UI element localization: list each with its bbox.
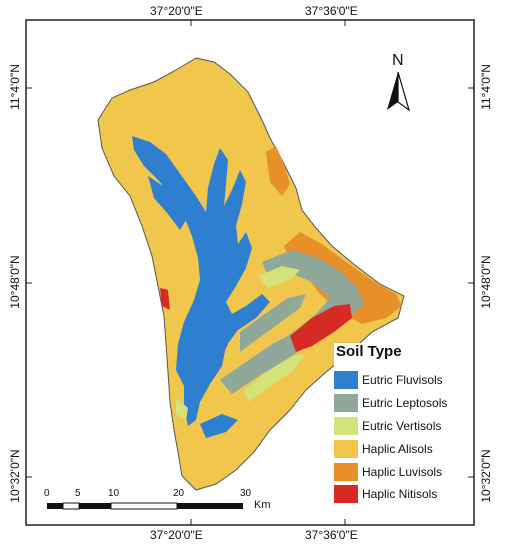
legend-item: Haplic Alisols [334,438,466,460]
coord-top-2: 37°36'0"E [305,4,358,18]
legend-swatch [334,440,358,458]
legend-item: Haplic Nitisols [334,483,466,505]
soil-eutric-vertisols-2 [258,266,300,288]
legend-item: Haplic Luvisols [334,461,466,483]
coord-right-2: 10°48'0"N [479,255,493,309]
coord-left-3: 10°32'0"N [8,449,22,503]
soil-eutric-fluvisols-west [148,176,186,230]
soil-haplic-nitisols-west [160,288,170,310]
coord-right-1: 11°4'0"N [479,64,493,110]
legend-swatch [334,485,358,503]
soil-eutric-fluvisols-south [200,414,238,438]
coord-bottom-2: 37°36'0"E [305,528,358,542]
legend-item: Eutric Fluvisols [334,369,466,391]
scale-tick: 5 [75,488,81,499]
legend-item: Eutric Leptosols [334,392,466,414]
soil-haplic-nitisols-east [290,304,352,352]
legend: Soil Type Eutric Fluvisols Eutric Leptos… [334,343,466,503]
legend-swatch [334,371,358,389]
legend-swatch [334,394,358,412]
scale-bar-segments [47,502,243,510]
legend-label: Eutric Leptosols [362,396,448,410]
scale-tick: 30 [240,488,252,499]
north-arrow-icon [387,71,411,112]
coord-left-1: 11°4'0"N [8,64,22,110]
scale-tick: 20 [173,488,185,499]
scale-tick: 10 [108,488,120,499]
coord-top-1: 37°20'0"E [150,4,203,18]
legend-label: Haplic Nitisols [362,487,438,501]
legend-label: Haplic Luvisols [362,465,443,479]
legend-title: Soil Type [336,343,402,360]
soil-haplic-luvisols-north [266,146,290,196]
coord-right-3: 10°32'0"N [479,449,493,503]
north-label: N [392,52,404,69]
soil-eutric-vertisols [244,354,306,402]
soil-eutric-fluvisols [132,136,270,426]
legend-label: Eutric Fluvisols [362,373,443,387]
soil-eutric-vertisols-3 [176,398,188,420]
soil-eutric-leptosols-2 [240,294,306,352]
legend-label: Eutric Vertisols [362,419,442,433]
legend-item: Eutric Vertisols [334,415,466,437]
scale-bar: 0 5 10 20 30 Km [38,488,271,518]
scale-tick: 0 [44,488,50,499]
coord-bottom-1: 37°20'0"E [150,528,203,542]
coord-left-2: 10°48'0"N [8,255,22,309]
scale-unit: Km [254,499,271,511]
legend-swatch [334,417,358,435]
legend-label: Haplic Alisols [362,442,433,456]
soil-eutric-leptosols-3 [220,332,304,394]
legend-swatch [334,463,358,481]
